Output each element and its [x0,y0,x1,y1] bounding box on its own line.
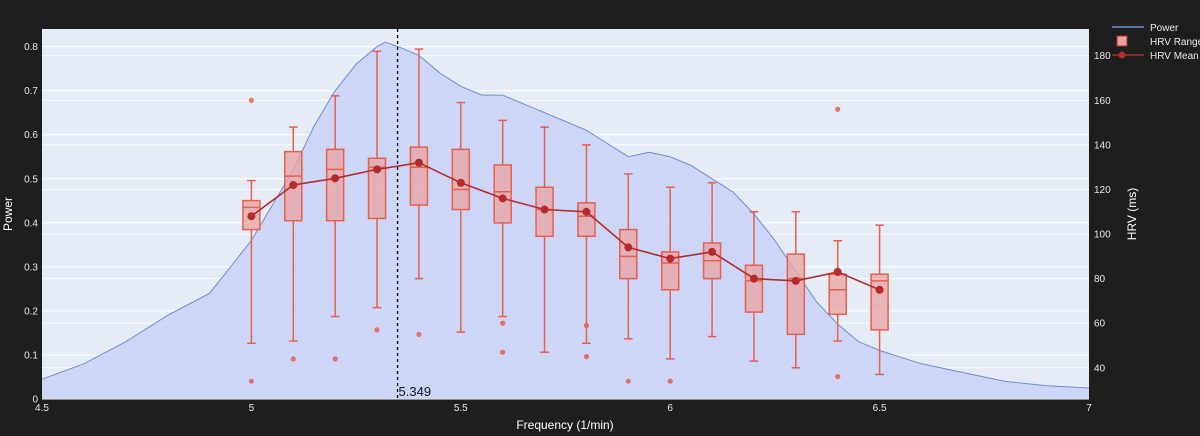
power-area-fill [42,42,1089,399]
x-tick-label: 7 [1086,403,1092,414]
box-outlier [667,378,673,384]
y-axis-right-title: HRV (ms) [1125,188,1139,240]
y-left-tick-label: 0.2 [24,306,38,317]
box-body [786,253,806,336]
y-left-tick-label: 0.1 [24,350,38,361]
y-left-tick-label: 0.5 [24,174,38,185]
legend-range-swatch [1116,35,1128,47]
mean-point [373,165,382,174]
y-left-tick-label: 0.3 [24,262,38,273]
box-outlier [835,374,841,380]
box-outlier [835,106,841,112]
box-body [828,273,847,316]
x-axis: 4.5 5 5.5 6 6.5 7 [35,403,1092,414]
mean-point [708,247,717,256]
y-right-tick-label: 80 [1094,274,1106,285]
box-outlier [290,356,296,362]
peak-annotation: 5.349 [396,29,432,399]
box-body [367,157,387,220]
y-right-tick-label: 180 [1094,51,1111,62]
x-tick-label: 5.5 [454,403,468,414]
annotation-label: 5.349 [399,384,432,399]
mean-point [289,181,298,190]
mean-point [540,205,549,214]
mean-point [456,178,465,187]
mean-point [624,243,633,252]
box-body [493,164,512,224]
y-axis-left: 0 0.1 0.2 0.3 0.4 0.5 0.6 0.7 0.8 [24,42,38,405]
mean-point [331,174,340,183]
y-left-tick-label: 0.8 [24,42,38,53]
x-tick-label: 4.5 [35,403,49,414]
mean-point [666,254,675,263]
hrv-mean-line [247,158,884,294]
box-body [744,264,764,313]
y-axis-left-title: Power [1,197,15,231]
hrv-box [242,97,261,384]
legend-mean-label: HRV Mean [1150,51,1199,62]
x-tick-label: 5 [249,403,255,414]
box-outlier [583,322,590,329]
box-body [325,148,345,222]
mean-point [498,194,507,203]
y-left-tick-label: 0.7 [24,86,38,97]
box-outlier [248,97,254,103]
y-right-tick-label: 60 [1094,319,1106,330]
x-tick-label: 6 [667,403,673,414]
box-outlier [332,356,338,362]
box-outlier [500,320,506,326]
box-outlier [374,327,380,333]
box-body [619,228,638,280]
legend-mean-marker [1118,51,1126,59]
mean-point [247,212,256,221]
hrv-box [660,186,680,384]
legend-power-label: Power [1150,23,1179,34]
box-outlier [625,378,631,384]
box-outlier [416,331,422,337]
mean-point [749,274,758,283]
box-outlier [583,354,590,360]
box-outlier [500,349,506,355]
y-left-tick-label: 0.6 [24,130,38,141]
box-outlier [248,378,254,384]
y-axis-right: 40 60 80 100 120 140 160 180 [1094,51,1111,374]
mean-point [833,267,842,276]
mean-point [414,158,423,167]
hrv-box [786,211,806,369]
mean-point [875,285,884,294]
hrv-box [325,95,345,362]
y-right-tick-label: 160 [1094,96,1111,107]
legend[interactable]: Power HRV Range HRV Mean [1112,23,1200,62]
hrv-box [493,119,512,355]
box-body [870,273,889,331]
y-right-tick-label: 120 [1094,185,1111,196]
legend-range-label: HRV Range [1150,37,1200,48]
box-body [409,146,429,206]
hrv-box [619,173,638,384]
hrv-boxes [242,48,889,384]
hrv-box [367,50,387,333]
hrv-box [744,211,764,362]
mean-line-path [250,161,880,291]
y-right-tick-label: 100 [1094,230,1111,241]
hrv-box [409,48,429,337]
y-left-tick-label: 0 [32,395,38,406]
y-left-tick-label: 0.4 [24,218,38,229]
x-tick-label: 6.5 [873,403,887,414]
box-body [660,251,680,291]
mean-point [582,207,591,216]
y-right-tick-label: 40 [1094,363,1106,374]
y-right-tick-label: 140 [1094,140,1111,151]
x-axis-title: Frequency (1/min) [516,418,613,432]
mean-point [791,276,800,285]
